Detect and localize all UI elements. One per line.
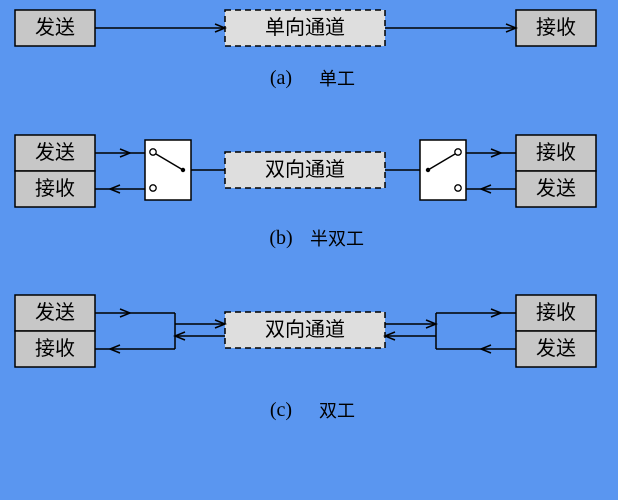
a-channel-label: 单向通道: [265, 16, 345, 39]
a-caption-letter: (a): [270, 67, 292, 89]
a-caption-text: 单工: [319, 69, 355, 89]
c-channel-label: 双向通道: [265, 318, 345, 341]
c-caption-text: 双工: [319, 401, 355, 421]
c-left-rx-label: 接收: [35, 337, 75, 360]
b-right-tx-label: 发送: [536, 177, 576, 200]
a-tx-label: 发送: [35, 16, 75, 39]
b-caption-text: 半双工: [310, 229, 364, 249]
c-right-tx-label: 发送: [536, 337, 576, 360]
a-rx-label: 接收: [536, 16, 576, 39]
c-left-tx-label: 发送: [35, 301, 75, 324]
b-caption-letter: (b): [269, 227, 292, 249]
c-caption-letter: (c): [270, 399, 292, 421]
background: [0, 0, 618, 500]
c-right-rx-label: 接收: [536, 301, 576, 324]
b-left-rx-label: 接收: [35, 177, 75, 200]
b-channel-label: 双向通道: [265, 158, 345, 181]
b-right-rx-label: 接收: [536, 141, 576, 164]
b-left-tx-label: 发送: [35, 141, 75, 164]
